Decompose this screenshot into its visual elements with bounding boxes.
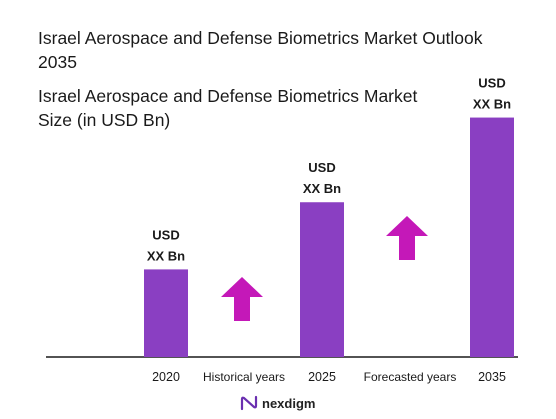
growth-arrow-forecasted-icon — [386, 216, 428, 260]
x-tick-label-2025: 2025 — [308, 370, 336, 384]
chart-subtitle: Israel Aerospace and Defense Biometrics … — [38, 86, 418, 130]
x-tick-label-2035: 2035 — [478, 370, 506, 384]
data-label-2020: USD XX Bn — [147, 227, 185, 263]
chart-title: Israel Aerospace and Defense Biometrics … — [38, 28, 483, 72]
bar-2035 — [470, 117, 514, 357]
segment-label-forecasted: Forecasted years — [364, 370, 457, 384]
nexdigm-logo-icon — [240, 395, 258, 411]
data-label-2035: USD XX Bn — [473, 76, 511, 112]
segment-label-historical: Historical years — [203, 370, 285, 384]
brand-name: nexdigm — [262, 395, 316, 411]
x-tick-label-2020: 2020 — [152, 370, 180, 384]
data-label-2025: USD XX Bn — [303, 160, 341, 196]
growth-arrow-historical-icon — [221, 277, 263, 321]
brand-logo: nexdigm — [240, 395, 315, 411]
bar-2025 — [300, 202, 344, 357]
bar-2020 — [144, 269, 188, 357]
